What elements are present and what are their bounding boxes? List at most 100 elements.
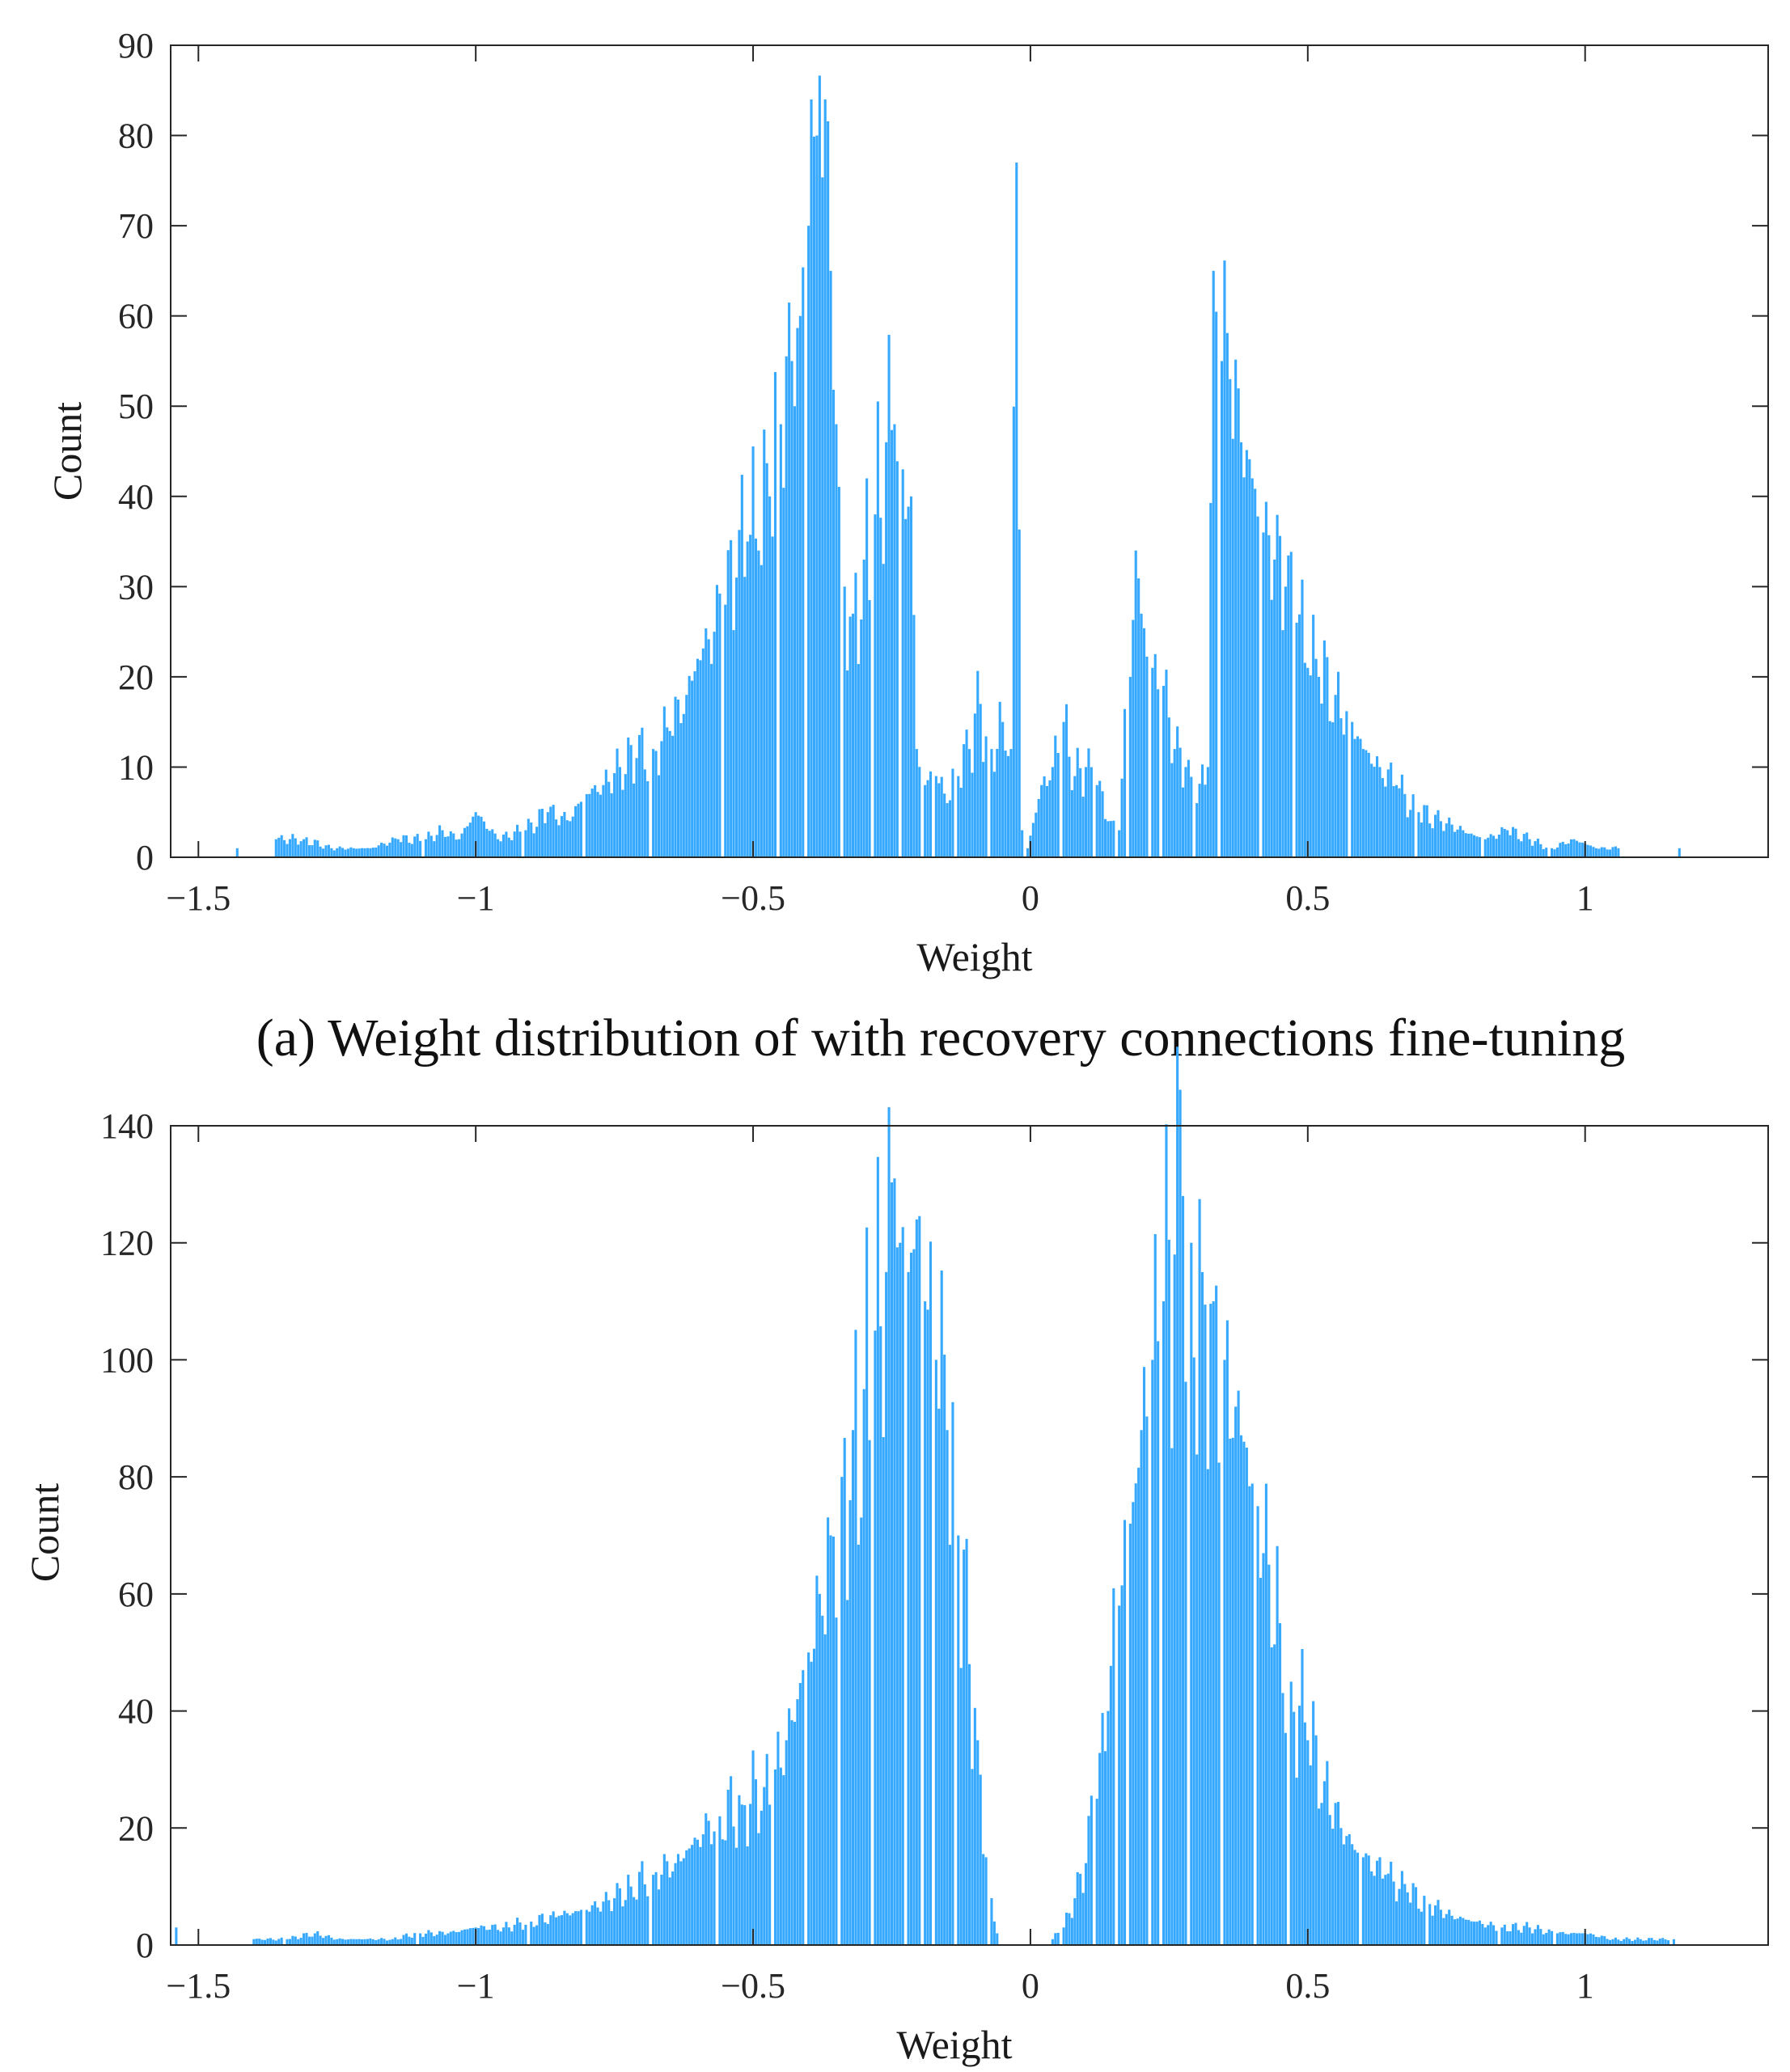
chart-b-bar-fill xyxy=(305,1933,308,1945)
chart-a-bar-fill xyxy=(1578,842,1581,857)
chart-a-bar-fill xyxy=(904,518,908,857)
chart-a-bar-fill xyxy=(743,577,747,857)
chart-b-bar-fill xyxy=(757,1833,760,1945)
chart-a-bar xyxy=(330,848,333,857)
chart-a-bar-fill xyxy=(1254,488,1257,857)
chart-a-bar xyxy=(1483,839,1487,857)
chart-a-bar-fill xyxy=(297,844,300,857)
chart-b-ytick-label: 60 xyxy=(118,1575,154,1614)
chart-a-bar-fill xyxy=(1312,615,1315,857)
chart-a-bar xyxy=(1118,830,1121,857)
chart-b-bar-fill xyxy=(594,1901,597,1945)
chart-a-bar-fill xyxy=(1297,614,1301,857)
chart-b-bar-fill xyxy=(375,1940,378,1945)
chart-b-bar xyxy=(1245,1447,1248,1945)
chart-a-bar-fill xyxy=(579,801,583,857)
chart-b-bar-fill xyxy=(633,1897,636,1945)
chart-a-bar-fill xyxy=(984,736,988,857)
chart-a-bar xyxy=(474,812,477,857)
chart-b-bar-fill xyxy=(1403,1884,1407,1945)
chart-a-bar-fill xyxy=(1270,599,1273,857)
chart-b-bar-fill xyxy=(1559,1932,1562,1945)
chart-b-bar-fill xyxy=(507,1927,510,1945)
chart-b-bar-fill xyxy=(1434,1905,1437,1945)
chart-a-bar-fill xyxy=(1179,747,1182,857)
chart-a-bar-fill xyxy=(385,845,388,857)
chart-b-bar-fill xyxy=(1153,1233,1157,1945)
chart-a-bar xyxy=(1015,163,1018,857)
chart-a-bar-fill xyxy=(1559,843,1562,857)
chart-b-bar-fill xyxy=(641,1861,644,1945)
chart-a-bar-fill xyxy=(1181,787,1185,857)
chart-a-bar xyxy=(303,839,306,857)
chart-b-bar xyxy=(1339,1828,1343,1945)
chart-b-bar-fill xyxy=(901,1227,904,1945)
chart-a-bar xyxy=(1184,767,1187,857)
chart-a-bar-fill xyxy=(1276,514,1279,857)
chart-b-bar-fill xyxy=(1517,1930,1520,1945)
chart-a-bar xyxy=(1334,695,1337,857)
chart-a-bar-fill xyxy=(1064,704,1068,857)
chart-a-bar xyxy=(1528,839,1531,857)
chart-b-bar-fill xyxy=(1070,1918,1073,1945)
chart-b-bar xyxy=(175,1927,178,1945)
chart-a-xtick-label: 0 xyxy=(1022,878,1039,918)
chart-a-bar xyxy=(807,226,810,857)
chart-b-bar-fill xyxy=(1431,1915,1434,1945)
chart-b-bar-fill xyxy=(491,1925,494,1945)
chart-b-bar-fill xyxy=(1229,1438,1232,1945)
chart-a-bar-fill xyxy=(971,772,974,857)
chart-a-bar-fill xyxy=(1434,814,1437,857)
chart-b-bar xyxy=(1140,1430,1143,1945)
chart-a-bar xyxy=(424,839,427,857)
chart-b-bar-fill xyxy=(1262,1553,1265,1945)
chart-b-bar-fill xyxy=(463,1929,466,1945)
chart-b-bar-fill xyxy=(929,1241,933,1945)
chart-b-bar-fill xyxy=(455,1932,458,1945)
chart-b-bar xyxy=(1639,1939,1642,1945)
chart-b-bar xyxy=(840,1477,844,1945)
chart-b-bar-fill xyxy=(1134,1483,1137,1945)
chart-b-bar-fill xyxy=(1534,1929,1537,1945)
chart-a-bar-fill xyxy=(1231,438,1234,857)
chart-a-xtick-label: 1 xyxy=(1576,878,1594,918)
chart-a-bar-fill xyxy=(499,841,502,857)
chart-a-bar-fill xyxy=(1600,847,1603,857)
chart-b-bar-fill xyxy=(1400,1871,1403,1945)
chart-b-bar-fill xyxy=(380,1938,383,1945)
chart-a-bar-fill xyxy=(1145,656,1149,857)
chart-b-bar xyxy=(1267,1564,1271,1945)
chart-b-bar-fill xyxy=(1478,1920,1481,1945)
chart-b-bar xyxy=(629,1886,633,1945)
chart-a-bar-fill xyxy=(507,837,510,857)
chart-a-bar-fill xyxy=(371,848,375,857)
chart-a-bar-fill xyxy=(1514,828,1517,857)
chart-a-bar-fill xyxy=(307,845,311,857)
chart-a-bar xyxy=(1678,848,1681,857)
chart-a-bar-fill xyxy=(291,834,294,857)
chart-b-bar xyxy=(1128,1524,1132,1945)
chart-a-bar-fill xyxy=(402,835,405,857)
chart-a-bar-fill xyxy=(951,768,954,857)
chart-b-bar xyxy=(1473,1922,1476,1945)
chart-a-bar-fill xyxy=(394,838,397,857)
chart-b-bar-fill xyxy=(676,1854,680,1945)
chart-a-bar-fill xyxy=(662,706,666,857)
chart-b-bar-fill xyxy=(427,1930,430,1945)
chart-a-bar-fill xyxy=(754,538,758,857)
chart-b-bar-fill xyxy=(860,1517,863,1945)
chart-b-bar-fill xyxy=(299,1938,303,1945)
chart-b-bar-fill xyxy=(1231,1437,1234,1945)
chart-a-bar xyxy=(1009,749,1013,857)
chart-b-ytick-label: 0 xyxy=(136,1926,154,1965)
chart-b-bar xyxy=(807,1652,810,1945)
chart-b-bar-fill xyxy=(765,1753,768,1945)
chart-a-bar-fill xyxy=(1281,630,1284,857)
chart-b-bar-fill xyxy=(532,1926,535,1945)
chart-a-bar-fill xyxy=(590,789,594,857)
chart-b-bar-fill xyxy=(1367,1855,1370,1945)
chart-b-bar-fill xyxy=(876,1157,879,1945)
chart-b-bar-fill xyxy=(330,1937,333,1945)
chart-b-bar-fill xyxy=(1167,1239,1170,1945)
chart-b-bar-fill xyxy=(377,1939,380,1945)
